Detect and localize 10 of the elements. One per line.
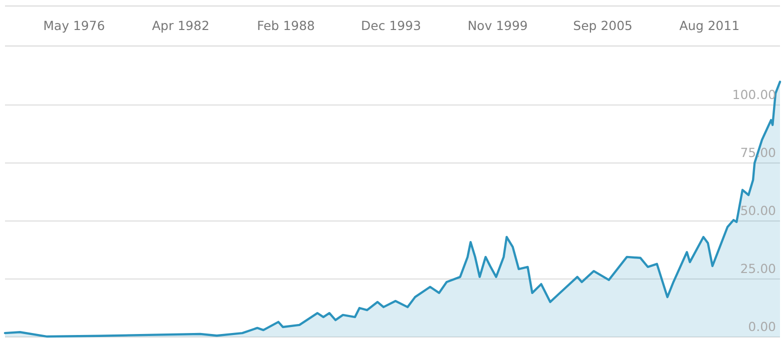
x-tick-label: Dec 1993 (361, 18, 422, 33)
y-tick-label: 50.00 (740, 203, 776, 218)
x-tick-label: Feb 1988 (256, 18, 315, 33)
y-tick-label: 25.00 (740, 261, 776, 276)
x-tick-label: Aug 2011 (679, 18, 740, 33)
x-tick-label: May 1976 (43, 18, 105, 33)
x-tick-label: Sep 2005 (573, 18, 633, 33)
x-tick-label: Apr 1982 (152, 18, 210, 33)
x-tick-label: Nov 1999 (468, 18, 528, 33)
y-tick-label: 0.00 (748, 319, 776, 334)
